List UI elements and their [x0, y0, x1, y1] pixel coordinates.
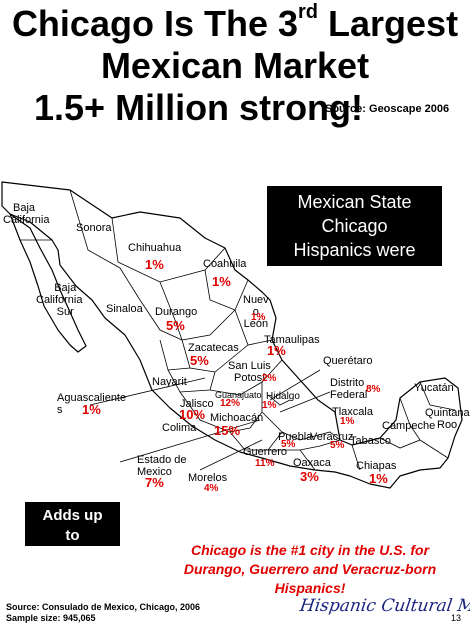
pct-estado-de-mexico: 7% — [145, 475, 164, 490]
label-distrito-federal: Distrito Federal — [330, 377, 368, 401]
pointer-line — [199, 439, 263, 471]
label-estado-de-mexico: Estado de Mexico — [137, 454, 187, 478]
state-border — [379, 437, 449, 459]
state-border — [181, 339, 249, 373]
pct-chihuahua: 1% — [145, 257, 164, 272]
pct-durango: 5% — [166, 318, 185, 333]
label-tamaulipas: Tamaulipas — [264, 334, 320, 346]
pointer-line — [269, 369, 321, 401]
label-puebla: Puebla — [278, 431, 313, 443]
label-guanajuato: Guanajuato — [215, 390, 262, 400]
mexico-map — [1, 181, 463, 489]
pct-nuevo-leon: 1% — [251, 312, 266, 323]
label-nuevo-leon: Nuev o León — [243, 294, 269, 330]
label-baja-california: Baja California — [3, 202, 50, 226]
adds-up-box: Adds up to — [25, 502, 120, 546]
pct-distrito-federal: 8% — [366, 384, 381, 395]
label-michoacan: Michoacán — [210, 412, 264, 424]
state-border — [119, 267, 183, 341]
state-border — [204, 269, 249, 311]
label-campeche: Campeche — [382, 420, 436, 432]
state-border — [267, 394, 291, 406]
label-oaxaca: Oaxaca — [293, 457, 331, 469]
label-aguascalientes: Aguascaliente s — [57, 392, 127, 416]
state-border — [281, 431, 341, 441]
pct-tamaulipas: 1% — [267, 343, 286, 358]
label-veracruz: Veracruz — [310, 431, 354, 443]
page-number: 13 — [451, 613, 462, 623]
label-hidalgo: Hidalgo — [266, 391, 300, 402]
baja-peninsula — [9, 213, 87, 353]
state-border — [209, 359, 283, 396]
label-durango: Durango — [155, 306, 198, 318]
label-colima: Colima — [162, 422, 197, 434]
chicago-note: Chicago is the #1 city in the U.S. for Du… — [183, 542, 437, 596]
label-chiapas: Chiapas — [356, 460, 397, 472]
pct-puebla: 5% — [281, 439, 296, 450]
label-sinaloa: Sinaloa — [106, 303, 143, 315]
state-border — [167, 369, 216, 393]
title-line-2: Mexican Market — [100, 45, 370, 86]
pct-guanajuato: 12% — [220, 398, 241, 409]
state-border — [419, 381, 456, 411]
label-baja-california-sur: Baja California Sur — [36, 282, 83, 318]
label-guerrero: Guerrero — [243, 446, 288, 458]
title-line-3: 1.5+ Million strong! — [34, 87, 364, 128]
pointer-line — [89, 377, 206, 406]
pct-morelos: 4% — [204, 483, 219, 494]
pct-hidalgo: 1% — [262, 400, 277, 411]
label-chihuahua: Chihuahua — [128, 242, 182, 254]
state-border — [179, 382, 263, 433]
label-zacatecas: Zacatecas — [188, 342, 239, 354]
pct-jalisco: 10% — [179, 407, 206, 422]
label-coahuila: Coahuila — [203, 258, 247, 270]
label-tabasco: Tabasco — [350, 435, 391, 447]
label-queretaro: Querétaro — [323, 355, 373, 367]
title-superscript: rd — [298, 1, 319, 23]
pointer-line — [119, 419, 261, 463]
state-border — [351, 444, 361, 471]
title-line-1: Chicago Is The 3rd Largest — [11, 1, 459, 44]
label-jalisco: Jalisco — [180, 398, 214, 410]
pointer-line — [279, 391, 331, 413]
pct-oaxaca: 3% — [300, 469, 319, 484]
label-yucatan: Yucatán — [414, 382, 454, 394]
label-tlaxcala: Tlaxcala — [332, 406, 373, 418]
state-border — [159, 339, 191, 371]
mexican-state-box: Mexican State Chicago Hispanics were — [267, 186, 442, 266]
pct-michoacan: 15% — [214, 423, 241, 438]
label-morelos: Morelos — [188, 472, 228, 484]
pct-coahuila: 1% — [212, 274, 231, 289]
pct-aguascalientes: 1% — [82, 402, 101, 417]
pct-san-luis-potosi: 2% — [262, 373, 277, 384]
source-top: Source: Geoscape 2006 — [325, 103, 450, 115]
source-bottom: Source: Consulado de Mexico, Chicago, 20… — [6, 602, 201, 623]
state-border — [299, 439, 341, 451]
label-sonora: Sonora — [76, 222, 112, 234]
pct-guerrero: 11% — [255, 458, 275, 469]
label-san-luis-potosi: San Luis Potosí — [228, 360, 271, 384]
label-quintana-roo: Quintana Roo — [425, 407, 470, 431]
pct-zacatecas: 5% — [190, 353, 209, 368]
pct-veracruz: 5% — [330, 440, 345, 451]
state-border — [399, 397, 421, 441]
company-logo: Hispanic Cultural Marketing, Inc. — [298, 596, 470, 616]
pct-tlaxcala: 1% — [340, 416, 355, 427]
pct-chiapas: 1% — [369, 471, 388, 486]
label-nayarit: Nayarit — [152, 376, 187, 388]
state-border — [69, 189, 121, 269]
